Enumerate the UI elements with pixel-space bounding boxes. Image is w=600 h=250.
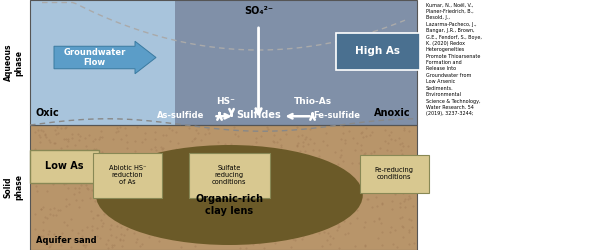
Bar (30, 125, 417, 250)
Text: Low As: Low As (45, 161, 84, 171)
Text: Groundwater
Flow: Groundwater Flow (64, 48, 125, 67)
Text: Fe-sulfide: Fe-sulfide (313, 111, 360, 120)
Text: Solid
phase: Solid phase (4, 174, 23, 201)
Text: Abiotic HS⁻
reduction
of As: Abiotic HS⁻ reduction of As (109, 165, 146, 185)
Text: Oxic: Oxic (36, 108, 60, 118)
Text: Sulfate
reducing
conditions: Sulfate reducing conditions (212, 165, 246, 185)
Bar (30, 0, 417, 125)
Text: Thio-As: Thio-As (293, 97, 332, 106)
Text: HS⁻: HS⁻ (216, 97, 235, 106)
Text: Anoxic: Anoxic (374, 108, 411, 118)
FancyBboxPatch shape (188, 152, 269, 198)
Bar (30, 0, 175, 125)
Text: Aquifer sand: Aquifer sand (36, 236, 97, 245)
FancyArrow shape (54, 41, 156, 74)
Bar (175, 0, 417, 125)
FancyBboxPatch shape (30, 150, 99, 182)
Ellipse shape (96, 145, 363, 245)
Text: As-sulfide: As-sulfide (157, 111, 204, 120)
FancyBboxPatch shape (360, 155, 429, 192)
Text: Organic-rich
clay lens: Organic-rich clay lens (196, 194, 263, 216)
Text: Kumar, N., Noël, V.,
Planer-Friedrich, B.,
Besold, J.,
Lazarma-Pacheco, J.,
Bang: Kumar, N., Noël, V., Planer-Friedrich, B… (426, 2, 482, 116)
Text: SO₄²⁻: SO₄²⁻ (244, 6, 273, 16)
FancyBboxPatch shape (93, 152, 162, 198)
Text: Fe-reducing
conditions: Fe-reducing conditions (375, 167, 414, 180)
Text: Aqueous
phase: Aqueous phase (4, 44, 23, 81)
FancyBboxPatch shape (336, 32, 420, 70)
Text: High As: High As (355, 46, 400, 56)
Text: Sulfides: Sulfides (236, 110, 281, 120)
